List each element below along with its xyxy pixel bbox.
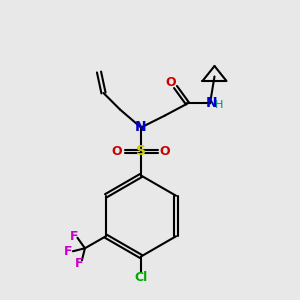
Text: F: F [64,245,73,258]
Text: S: S [136,145,146,158]
Text: O: O [166,76,176,89]
Text: O: O [112,145,122,158]
Text: F: F [75,257,83,270]
Text: N: N [206,97,217,110]
Text: H: H [215,100,223,110]
Text: O: O [160,145,170,158]
Text: Cl: Cl [134,271,148,284]
Text: F: F [70,230,79,243]
Text: N: N [135,121,147,134]
